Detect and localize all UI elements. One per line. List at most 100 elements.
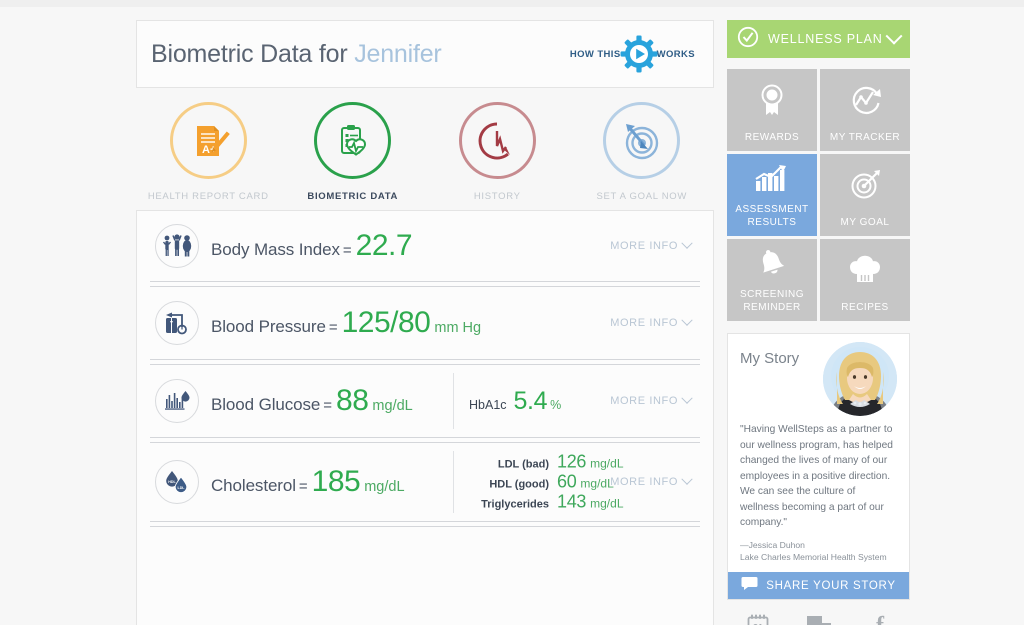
vertical-divider <box>453 373 454 429</box>
breakdown-row: Triglycerides 143 mg/dL <box>467 491 624 512</box>
chef-hat-icon <box>848 239 882 302</box>
more-info-cholesterol-label: MORE INFO <box>610 476 678 488</box>
nav-item-health-report-card[interactable]: A+ HEALTH REPORT CARD <box>136 102 281 202</box>
metric-cholesterol-equals: = <box>298 478 308 495</box>
chevron-down-icon <box>885 27 903 45</box>
metric-bp-unit: mm Hg <box>434 320 482 336</box>
more-info-bmi[interactable]: MORE INFO <box>610 237 693 252</box>
svg-text:A+: A+ <box>202 144 216 156</box>
breakdown-ldl-value: 126 <box>557 451 587 472</box>
tile-label-my-tracker: MY TRACKER <box>829 131 901 143</box>
metric-cholesterol-value: 185 <box>311 465 361 498</box>
how-this-works-link[interactable]: HOW THIS <box>570 35 695 73</box>
story-organization: Lake Charles Memorial Health System <box>740 551 887 562</box>
sidebar: WELLNESS PLAN REWARDS <box>727 20 910 625</box>
cholesterol-breakdown: LDL (bad) 126 mg/dL HDL (good) 60 mg/dL … <box>467 451 624 513</box>
svg-text:LDL: LDL <box>178 486 186 490</box>
biometric-metrics-card: Body Mass Index = 22.7 MORE INFO <box>136 210 714 625</box>
chevron-down-icon <box>681 473 693 485</box>
more-info-blood-pressure[interactable]: MORE INFO <box>610 314 693 329</box>
row-divider <box>150 281 700 287</box>
ribbon-award-icon <box>755 69 789 132</box>
metric-cholesterol-main: Cholesterol = 185 mg/dL <box>211 465 405 499</box>
breakdown-triglycerides-unit: mg/dL <box>590 496 624 511</box>
metric-hba1c-unit: % <box>550 397 562 412</box>
breakdown-ldl-label: LDL (bad) <box>497 458 549 471</box>
share-your-story-button[interactable]: SHARE YOUR STORY <box>728 572 909 600</box>
metric-row-bmi: Body Mass Index = 22.7 MORE INFO <box>149 211 701 281</box>
metric-glucose-unit: mg/dL <box>372 398 413 414</box>
calendar-icon: 31 <box>746 613 770 625</box>
nav-label-history: HISTORY <box>473 191 521 202</box>
chevron-down-icon <box>681 314 693 326</box>
tile-label-my-goal: MY GOAL <box>840 216 890 228</box>
tile-screening-reminder[interactable]: SCREENING REMINDER <box>727 239 817 321</box>
tile-label-assessment-results: ASSESSMENT RESULTS <box>735 204 809 228</box>
target-icon <box>848 154 882 217</box>
vertical-divider <box>453 451 454 513</box>
play-gear-icon <box>620 35 658 73</box>
story-author: —Jessica Duhon <box>740 539 805 550</box>
metric-hba1c-value: 5.4 <box>513 386 548 415</box>
svg-text:f: f <box>876 613 885 625</box>
my-story-card: My Story <box>727 333 910 601</box>
footer-item-feedback[interactable]: FEEDBACK <box>788 613 849 625</box>
clipboard-heart-icon <box>314 102 392 179</box>
metric-bmi-label: Body Mass Index <box>211 240 340 259</box>
tile-label-screening-reminder: SCREENING REMINDER <box>740 289 804 313</box>
breakdown-hdl-label: HDL (good) <box>489 478 549 491</box>
metric-hba1c: HbA1c 5.4 % <box>469 387 561 416</box>
metric-row-blood-pressure: Blood Pressure = 125/80 mm Hg MORE INFO <box>149 287 701 359</box>
cholesterol-drops-icon: HDL LDL <box>155 460 199 504</box>
footer-item-calendar[interactable]: 31 CALENDAR <box>727 613 788 625</box>
breakdown-hdl-value: 60 <box>557 471 577 492</box>
breakdown-hdl-unit: mg/dL <box>580 476 614 491</box>
more-info-cholesterol[interactable]: MORE INFO <box>610 473 693 488</box>
tile-assessment-results[interactable]: ASSESSMENT RESULTS <box>727 154 817 236</box>
footer-item-facebook[interactable]: f FACEBOOK <box>849 613 910 625</box>
wellness-plan-label: WELLNESS PLAN <box>768 32 883 46</box>
nav-item-biometric-data[interactable]: BIOMETRIC DATA <box>281 102 426 202</box>
page-title: Biometric Data for Jennifer <box>151 40 442 69</box>
tile-my-tracker[interactable]: MY TRACKER <box>820 69 910 151</box>
row-divider <box>150 521 700 527</box>
tile-rewards[interactable]: REWARDS <box>727 69 817 151</box>
metric-bp-main: Blood Pressure = 125/80 mm Hg <box>211 306 481 340</box>
speech-bubble-icon <box>741 576 758 596</box>
wellness-plan-bar[interactable]: WELLNESS PLAN <box>727 20 910 58</box>
nav-item-set-a-goal[interactable]: SET A GOAL NOW <box>570 102 715 202</box>
check-circle-icon <box>737 26 759 53</box>
section-nav: A+ HEALTH REPORT CARD <box>136 88 714 210</box>
body-figures-icon <box>155 224 199 268</box>
nav-label-biometric-data: BIOMETRIC DATA <box>307 191 399 202</box>
nav-item-history[interactable]: HISTORY <box>425 102 570 202</box>
facebook-icon: f <box>869 613 891 625</box>
bell-icon <box>756 239 788 289</box>
story-attribution: —Jessica Duhon Lake Charles Memorial Hea… <box>740 539 897 573</box>
breakdown-triglycerides-value: 143 <box>557 491 587 512</box>
page-title-username: Jennifer <box>354 39 442 68</box>
sidebar-tile-grid: REWARDS MY TRACKER <box>727 69 910 321</box>
metric-glucose-label: Blood Glucose <box>211 395 321 414</box>
story-quote: "Having WellSteps as a partner to our we… <box>740 424 893 528</box>
metric-glucose-main: Blood Glucose = 88 mg/dL <box>211 384 413 418</box>
breakdown-row: LDL (bad) 126 mg/dL <box>467 451 624 472</box>
glucose-chart-drop-icon <box>155 379 199 423</box>
target-arrow-icon <box>603 102 681 179</box>
how-this-works-prefix: HOW THIS <box>569 48 621 60</box>
footer-icon-row: 31 CALENDAR FEEDBACK f <box>727 613 910 625</box>
tile-my-goal[interactable]: MY GOAL <box>820 154 910 236</box>
metric-bp-equals: = <box>328 319 338 336</box>
metric-glucose-equals: = <box>323 397 333 414</box>
tile-recipes[interactable]: RECIPES <box>820 239 910 321</box>
row-divider <box>150 437 700 443</box>
speech-bubbles-icon <box>806 613 832 625</box>
chevron-down-icon <box>681 237 693 249</box>
main-content-column: Biometric Data for Jennifer HOW THIS <box>136 20 714 625</box>
story-header: My Story <box>740 342 897 416</box>
share-your-story-label: SHARE YOUR STORY <box>766 579 896 592</box>
metric-bmi-equals: = <box>342 242 352 259</box>
metric-bp-label: Blood Pressure <box>211 317 326 336</box>
more-info-blood-glucose[interactable]: MORE INFO <box>610 392 693 407</box>
